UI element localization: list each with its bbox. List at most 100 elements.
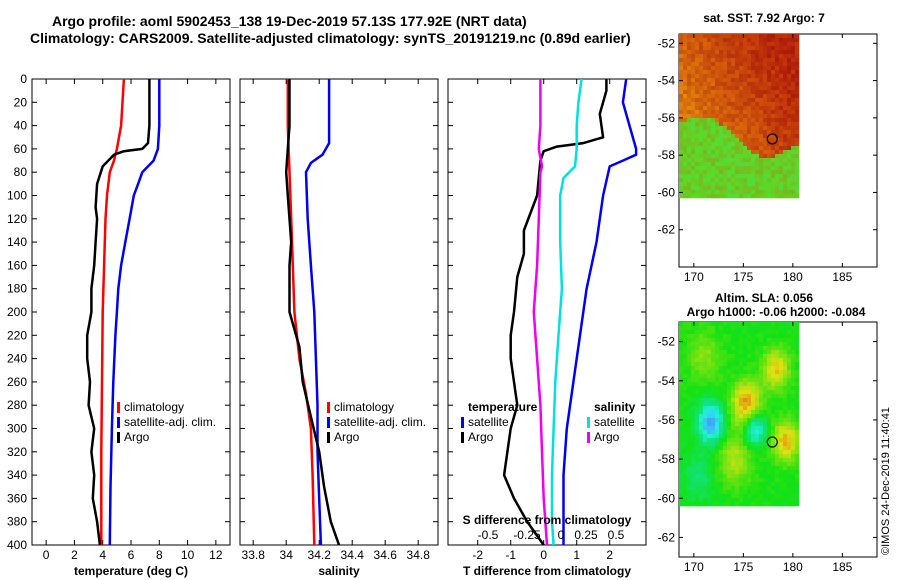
map-cell: [731, 70, 736, 75]
map-cell: [739, 98, 744, 103]
map-cell: [719, 34, 724, 39]
map-cell: [779, 410, 784, 415]
map-cell: [731, 410, 736, 415]
map-cell: [727, 354, 732, 359]
map-cell: [787, 94, 792, 99]
map-cell: [739, 394, 744, 399]
map-cell: [687, 34, 692, 39]
map-cell: [751, 426, 756, 431]
map-cell: [691, 50, 696, 55]
map-cell: [791, 118, 796, 123]
map-cell: [695, 182, 700, 187]
map-cell: [715, 322, 720, 327]
map-cell: [763, 478, 768, 483]
map-cell: [719, 354, 724, 359]
map-cell: [707, 454, 712, 459]
map-cell: [707, 74, 712, 79]
map-cell: [735, 78, 740, 83]
map-cell: [679, 170, 684, 175]
map-cell: [695, 374, 700, 379]
map-cell: [683, 46, 688, 51]
map-cell: [699, 142, 704, 147]
map-cell: [787, 406, 792, 411]
map-cell: [759, 66, 764, 71]
map-cell: [719, 398, 724, 403]
map-cell: [695, 122, 700, 127]
map-cell: [715, 334, 720, 339]
map-cell: [739, 414, 744, 419]
map-cell: [747, 322, 752, 327]
map-cell: [695, 354, 700, 359]
map-cell: [731, 334, 736, 339]
map-cell: [711, 434, 716, 439]
map-cell: [691, 430, 696, 435]
map-cell: [739, 406, 744, 411]
map-cell: [751, 386, 756, 391]
map-cell: [775, 470, 780, 475]
map-cell: [775, 334, 780, 339]
map-cell: [759, 358, 764, 363]
map-cell: [735, 62, 740, 67]
map-cell: [679, 326, 684, 331]
map-cell: [711, 130, 716, 135]
map-cell: [687, 42, 692, 47]
map-cell: [707, 118, 712, 123]
map-cell: [707, 90, 712, 95]
map-cell: [755, 446, 760, 451]
map-cell: [679, 366, 684, 371]
map-cell: [691, 450, 696, 455]
map-cell: [719, 146, 724, 151]
map-cell: [715, 86, 720, 91]
map-cell: [731, 94, 736, 99]
map-cell: [783, 438, 788, 443]
map-cell: [683, 398, 688, 403]
map-cell: [711, 126, 716, 131]
map-cell: [703, 502, 708, 507]
map-cell: [763, 118, 768, 123]
map-cell: [723, 358, 728, 363]
map-cell: [783, 342, 788, 347]
map-cell: [699, 390, 704, 395]
map-cell: [715, 418, 720, 423]
map-cell: [731, 446, 736, 451]
map-cell: [783, 90, 788, 95]
map-cell: [719, 326, 724, 331]
map-cell: [727, 86, 732, 91]
map-cell: [731, 138, 736, 143]
map-cell: [747, 186, 752, 191]
map-cell: [763, 154, 768, 159]
map-cell: [779, 34, 784, 39]
map-cell: [767, 46, 772, 51]
map-cell: [751, 338, 756, 343]
map-cell: [727, 410, 732, 415]
map-cell: [771, 54, 776, 59]
map-cell: [791, 86, 796, 91]
map-cell: [775, 502, 780, 507]
map-cell: [735, 114, 740, 119]
map-cell: [751, 166, 756, 171]
map-cell: [759, 386, 764, 391]
map-cell: [767, 398, 772, 403]
map-cell: [683, 118, 688, 123]
map-cell: [731, 466, 736, 471]
map-cell: [755, 94, 760, 99]
map-cell: [707, 458, 712, 463]
map-cell: [791, 370, 796, 375]
map-cell: [735, 74, 740, 79]
map-cell: [791, 386, 796, 391]
map-cell: [751, 190, 756, 195]
map-cell: [763, 142, 768, 147]
map-cell: [743, 462, 748, 467]
map-cell: [771, 86, 776, 91]
legend-label: Argo: [124, 430, 150, 444]
map-cell: [771, 374, 776, 379]
map-cell: [775, 126, 780, 131]
map-cell: [711, 346, 716, 351]
map-cell: [787, 410, 792, 415]
map-cell: [763, 374, 768, 379]
map-cell: [759, 62, 764, 67]
map-cell: [711, 122, 716, 127]
map-cell: [787, 50, 792, 55]
map-cell: [771, 330, 776, 335]
panel-frame: [31, 78, 231, 546]
